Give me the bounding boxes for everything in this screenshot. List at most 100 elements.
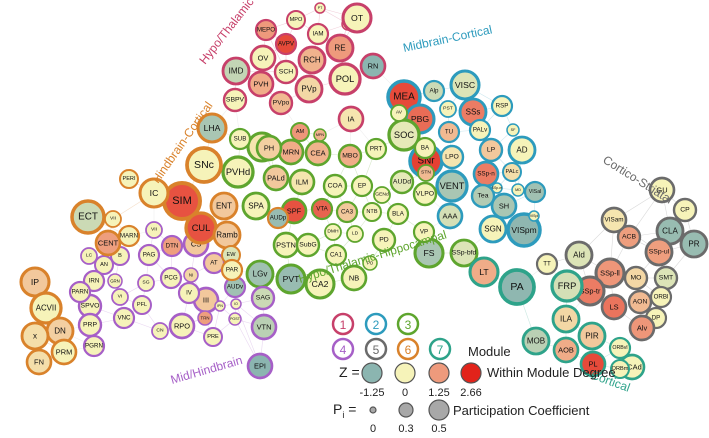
node[interactable]: LGv bbox=[245, 259, 275, 289]
node[interactable]: ENT bbox=[209, 191, 239, 221]
node[interactable]: OV bbox=[249, 44, 277, 72]
node[interactable]: VLPO bbox=[412, 181, 438, 207]
node[interactable]: VNC bbox=[112, 306, 136, 330]
node[interactable]: SAG bbox=[250, 285, 276, 311]
node[interactable]: PA bbox=[498, 268, 536, 306]
node[interactable]: RN bbox=[359, 52, 387, 80]
node[interactable]: MEPO bbox=[254, 18, 278, 42]
node[interactable]: AVPV bbox=[274, 32, 298, 56]
node[interactable]: ECT bbox=[70, 199, 106, 235]
node[interactable]: Ald bbox=[564, 240, 594, 270]
node[interactable]: MBO bbox=[337, 143, 363, 169]
node[interactable]: Alp bbox=[422, 79, 446, 103]
node[interactable]: SSp-ll bbox=[594, 257, 626, 289]
node[interactable]: MPO bbox=[286, 10, 306, 30]
node[interactable]: PH bbox=[255, 134, 283, 162]
node[interactable]: Ramb bbox=[212, 220, 242, 250]
node[interactable]: VI bbox=[111, 288, 129, 306]
node[interactable]: SNc bbox=[185, 146, 223, 184]
node[interactable]: Alv bbox=[628, 314, 656, 342]
node[interactable]: PVH bbox=[247, 70, 275, 98]
node[interactable]: GRN bbox=[107, 273, 123, 289]
node[interactable]: VISal bbox=[523, 180, 547, 204]
node[interactable]: VENT bbox=[435, 169, 469, 203]
node[interactable]: NI bbox=[183, 267, 199, 283]
node[interactable]: DTN bbox=[160, 234, 184, 258]
node[interactable]: SCH bbox=[273, 59, 299, 85]
node[interactable]: LT bbox=[468, 256, 500, 288]
node[interactable]: VTA bbox=[310, 197, 334, 221]
node[interactable]: PVT bbox=[275, 263, 307, 295]
node[interactable]: PAR bbox=[220, 258, 244, 282]
node[interactable]: RCH bbox=[297, 45, 327, 75]
node[interactable]: PGRN bbox=[82, 334, 106, 358]
node[interactable]: TRN bbox=[197, 310, 213, 326]
node[interactable]: PERI bbox=[119, 169, 139, 189]
node[interactable]: TT bbox=[535, 252, 559, 276]
node[interactable]: PST bbox=[439, 100, 457, 118]
node[interactable]: IC bbox=[138, 177, 170, 209]
node[interactable]: IMD bbox=[221, 56, 251, 86]
node[interactable]: MARN bbox=[117, 224, 141, 248]
node[interactable]: PALd bbox=[262, 164, 290, 192]
node[interactable]: RPO bbox=[168, 312, 196, 340]
node[interactable]: PVp bbox=[294, 74, 324, 104]
node[interactable]: VII bbox=[145, 221, 163, 239]
node[interactable]: PALv bbox=[468, 118, 492, 142]
node[interactable]: AOB bbox=[552, 336, 580, 364]
node[interactable]: PRM bbox=[50, 338, 78, 366]
node[interactable]: LP bbox=[478, 137, 504, 163]
node[interactable]: ORBl bbox=[649, 285, 673, 309]
node[interactable]: COA bbox=[322, 173, 348, 199]
node[interactable]: SH bbox=[490, 192, 518, 220]
node[interactable]: CUL bbox=[184, 211, 218, 245]
node[interactable]: AUDp bbox=[266, 206, 290, 230]
node[interactable]: PO bbox=[362, 255, 378, 271]
node[interactable]: SSp-bfd bbox=[449, 238, 479, 268]
node[interactable]: SGN bbox=[478, 214, 508, 244]
node[interactable]: SSp-m bbox=[491, 182, 503, 194]
node[interactable]: VII bbox=[104, 210, 122, 228]
node[interactable]: EP bbox=[350, 174, 374, 198]
node[interactable]: BLA bbox=[386, 202, 410, 226]
node[interactable]: MPN bbox=[313, 128, 327, 142]
node[interactable]: SBPV bbox=[222, 87, 248, 113]
node[interactable]: PCG bbox=[159, 266, 183, 290]
node[interactable]: LPO bbox=[439, 144, 465, 170]
node[interactable]: SG bbox=[137, 274, 155, 292]
node[interactable]: VISam bbox=[600, 206, 628, 234]
node[interactable]: ORBvl bbox=[608, 336, 632, 360]
node[interactable]: AUDd bbox=[389, 169, 415, 195]
node[interactable]: AM bbox=[290, 122, 310, 142]
node[interactable]: SUB bbox=[228, 127, 252, 151]
node[interactable]: PRT bbox=[364, 137, 388, 161]
node[interactable]: IO bbox=[230, 298, 242, 310]
node[interactable]: DMH bbox=[324, 223, 342, 241]
node[interactable]: RSP bbox=[490, 94, 514, 118]
node[interactable]: AN bbox=[94, 255, 114, 275]
node[interactable]: LS bbox=[600, 293, 628, 321]
node[interactable]: BA bbox=[413, 136, 437, 160]
node[interactable]: GU bbox=[648, 176, 676, 204]
node[interactable]: VISpm bbox=[506, 212, 542, 248]
node[interactable]: IAM bbox=[306, 22, 330, 46]
node[interactable]: VP bbox=[412, 220, 436, 244]
node[interactable]: AT bbox=[202, 251, 226, 275]
node[interactable]: STN bbox=[417, 164, 435, 182]
node[interactable]: ILA bbox=[551, 304, 581, 334]
node[interactable]: SSp-ul bbox=[644, 237, 674, 267]
node[interactable]: SubG bbox=[295, 232, 321, 258]
node[interactable]: CEA bbox=[304, 139, 332, 167]
node[interactable]: LHA bbox=[196, 112, 228, 144]
node[interactable]: CA3 bbox=[335, 200, 359, 224]
node[interactable]: x bbox=[20, 321, 50, 351]
node[interactable]: OT bbox=[341, 2, 373, 34]
node[interactable]: AD bbox=[507, 135, 537, 165]
node[interactable]: IV bbox=[177, 281, 201, 305]
node[interactable]: PFL bbox=[132, 295, 152, 315]
node[interactable]: PIR bbox=[577, 321, 607, 351]
node[interactable]: ACVII bbox=[29, 291, 63, 325]
node[interactable]: PR bbox=[679, 229, 709, 259]
node[interactable]: POL bbox=[328, 62, 362, 96]
node[interactable]: GENd bbox=[373, 186, 391, 204]
